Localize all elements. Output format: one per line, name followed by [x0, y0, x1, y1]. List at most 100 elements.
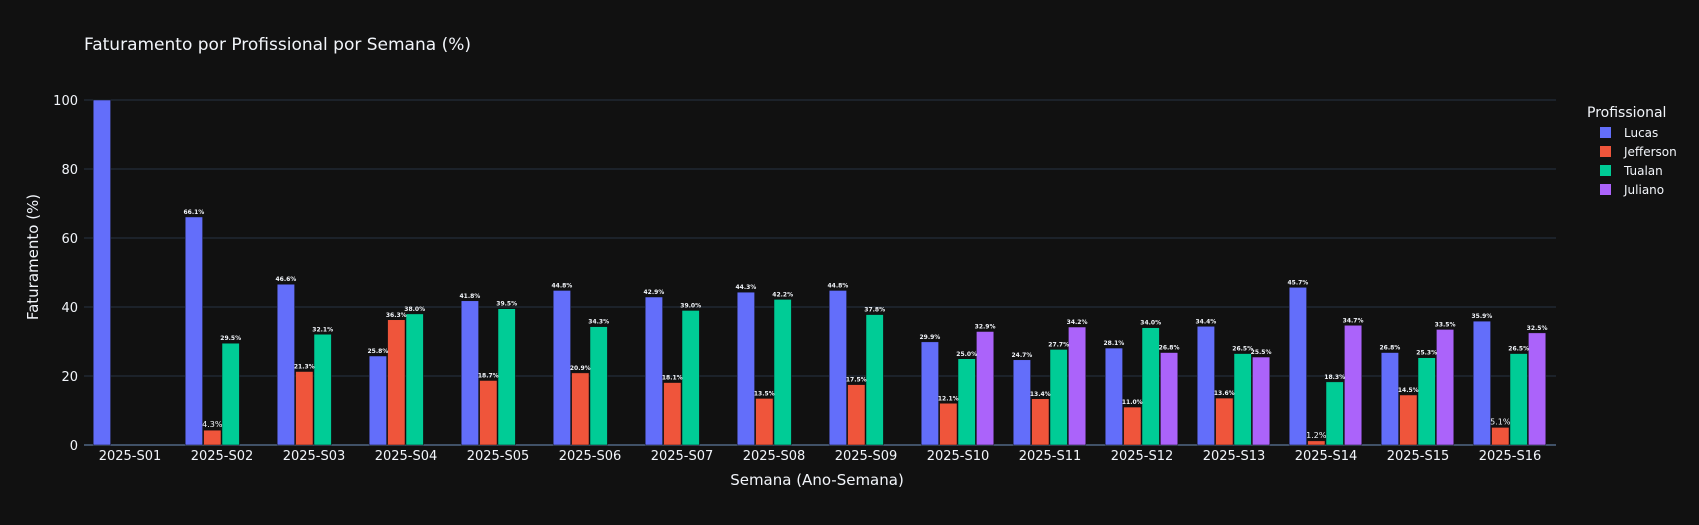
bar [920, 341, 939, 446]
bar [1417, 357, 1436, 446]
x-tick-label: 2025-S08 [743, 449, 806, 464]
x-tick-label: 2025-S04 [375, 449, 438, 464]
bar-data-label: 32.1% [312, 326, 333, 333]
bar [939, 403, 958, 446]
bar [1104, 347, 1123, 446]
bar-data-label: 14.5% [1398, 387, 1419, 394]
bar [405, 313, 424, 446]
x-tick-label: 2025-S15 [1387, 449, 1450, 464]
bar [1012, 359, 1031, 446]
bars [92, 99, 1547, 446]
bar-data-label: 39.0% [680, 302, 701, 309]
y-tick-label: 40 [61, 301, 78, 316]
bar-data-label: 35.9% [1471, 313, 1492, 320]
bar [552, 290, 571, 446]
bar-data-label: 26.5% [1232, 346, 1253, 353]
bar [295, 371, 314, 446]
bar [1491, 427, 1510, 446]
x-tick-label: 2025-S13 [1203, 449, 1266, 464]
x-tick-label: 2025-S05 [467, 449, 530, 464]
legend-swatch [1600, 146, 1611, 157]
bar-data-label: 25.5% [1251, 349, 1272, 356]
bar-data-label: 29.9% [919, 334, 940, 341]
bar [368, 355, 387, 446]
bar-data-label: 34.4% [1195, 318, 1216, 325]
bar-data-label: 39.5% [496, 301, 517, 308]
bar-data-label: 29.5% [220, 335, 241, 342]
bar-data-label: 32.5% [1527, 325, 1548, 332]
bar-data-label: 17.5% [846, 377, 867, 384]
bar [387, 319, 406, 446]
bar [1031, 398, 1050, 446]
bar-data-label: 34.0% [1140, 320, 1161, 327]
bar [92, 99, 111, 446]
bar-data-label: 11.0% [1122, 399, 1143, 406]
bar [1528, 332, 1547, 446]
legend-swatch [1600, 184, 1611, 195]
x-tick-label: 2025-S09 [835, 449, 898, 464]
bar-data-label: 36.3% [386, 312, 407, 319]
bar [460, 300, 479, 446]
bar-data-label: 27.7% [1048, 341, 1069, 348]
x-tick-label: 2025-S14 [1295, 449, 1358, 464]
bar-data-label: 33.5% [1435, 321, 1456, 328]
bar [1380, 352, 1399, 446]
bar-data-label: 32.9% [975, 323, 996, 330]
x-tick-label: 2025-S02 [191, 449, 254, 464]
y-tick-label: 100 [53, 94, 78, 109]
bar-data-label: 24.7% [1011, 352, 1032, 359]
bar [203, 429, 222, 446]
bar-data-label: 4.3% [202, 420, 223, 429]
x-tick-label: 2025-S07 [651, 449, 714, 464]
bar [847, 384, 866, 446]
bar-data-label: 25.8% [367, 348, 388, 355]
bar-data-label: 46.6% [275, 276, 296, 283]
bar-labels: 66.1% 46.6% 25.8% 41.8% 44.8% 42.9% 44.3% 44.8%… [183, 209, 1547, 440]
x-tick-label: 2025-S03 [283, 449, 346, 464]
bar [1049, 349, 1068, 446]
bar [1344, 325, 1363, 446]
bar [755, 398, 774, 446]
legend: Profissional Lucas Jefferson Tualan Juliano [1587, 105, 1677, 197]
x-tick-label: 2025-S12 [1111, 449, 1174, 464]
bar [589, 326, 608, 446]
x-axis-ticks: 2025-S01 2025-S02 2025-S03 2025-S04 2025-S05… [99, 449, 1542, 464]
bar-data-label: 20.9% [570, 365, 591, 372]
bar [1472, 320, 1491, 446]
legend-item-label: Lucas [1624, 126, 1658, 140]
bar-data-label: 13.4% [1030, 391, 1051, 398]
bar-data-label: 13.5% [754, 390, 775, 397]
bar [1436, 329, 1455, 446]
bar [681, 310, 700, 446]
bar-data-label: 25.3% [1416, 350, 1437, 357]
bar-data-label: 38.0% [404, 306, 425, 313]
y-axis-title: Faturamento (%) [24, 194, 42, 320]
bar [1123, 406, 1142, 446]
bar-data-label: 28.1% [1103, 340, 1124, 347]
bar [313, 334, 332, 446]
bar-data-label: 44.8% [827, 282, 848, 289]
bar [479, 380, 498, 446]
bar-data-label: 34.7% [1343, 317, 1364, 324]
legend-item-label: Jefferson [1623, 145, 1677, 159]
bar-data-label: 18.7% [478, 372, 499, 379]
bar-data-label: 42.9% [643, 289, 664, 296]
bar [976, 331, 995, 446]
bar [1325, 381, 1344, 446]
bar [865, 314, 884, 446]
bar [957, 358, 976, 446]
legend-swatch [1600, 127, 1611, 138]
bar [1068, 326, 1087, 446]
bar-data-label: 66.1% [183, 209, 204, 216]
x-tick-label: 2025-S06 [559, 449, 622, 464]
bar-data-label: 42.2% [772, 291, 793, 298]
bar-data-label: 13.6% [1214, 390, 1235, 397]
legend-title: Profissional [1587, 105, 1666, 121]
bar-data-label: 26.5% [1508, 346, 1529, 353]
bar [184, 216, 203, 446]
bar [1252, 356, 1271, 446]
y-tick-label: 60 [61, 232, 78, 247]
bar-data-label: 34.3% [588, 319, 609, 326]
bar-data-label: 41.8% [459, 293, 480, 300]
